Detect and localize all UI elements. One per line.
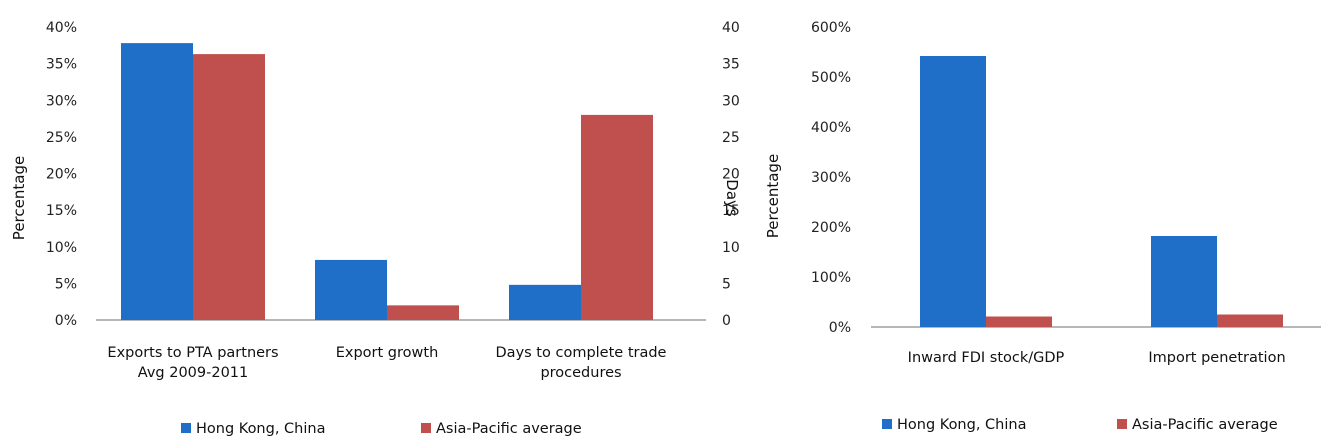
y-tick-label: 300% [811,170,851,186]
right-chart-categories: Inward FDI stock/GDP Import penetration [908,350,1286,366]
left-chart-legend: Hong Kong, China Asia-Pacific average [181,421,582,437]
y-tick-label: 500% [811,70,851,86]
y2-tick-label: 40 [722,20,740,36]
legend-label-hong-kong: Hong Kong, China [897,417,1026,433]
y2-tick-label: 5 [722,276,731,292]
y-tick-label: 200% [811,220,851,236]
y-tick-label: 600% [811,20,851,36]
bar-hong-kong-0 [920,56,986,327]
y-tick-label: 5% [55,276,77,292]
y2-tick-label: 25 [722,130,740,146]
bar-asia-pacific-1 [387,305,459,320]
legend-label-hong-kong: Hong Kong, China [196,421,325,437]
right-chart-y-ticks: 0% 100% 200% 300% 400% 500% 600% [811,20,851,336]
bar-asia-pacific-0 [193,54,265,320]
category-label: Exports to PTA partners [107,345,278,361]
legend-label-asia-pacific: Asia-Pacific average [1132,417,1278,433]
left-chart-y2-ticks: 0 5 10 15 20 25 30 35 40 [722,20,740,329]
y-tick-label: 400% [811,120,851,136]
legend-swatch-asia-pacific [1117,419,1127,429]
chart-right: 0% 100% 200% 300% 400% 500% 600% Percentage In… [764,20,1321,433]
category-label: procedures [540,365,621,381]
left-chart-categories: Exports to PTA partners Avg 2009-2011 Expo… [107,345,666,381]
chart-left: 0% 5% 10% 15% 20% 25% 30% 35% 40% 0 5 10 15 20 25 30 35… [10,20,741,437]
bar-hong-kong-0 [121,43,193,321]
bar-hong-kong-1 [315,259,387,320]
y-tick-label: 25% [46,130,77,146]
y-tick-label: 35% [46,57,77,73]
y-tick-label: 10% [46,240,77,256]
y-tick-label: 100% [811,270,851,286]
bar-asia-pacific-0 [986,316,1052,327]
bar-hong-kong-1 [1151,236,1217,327]
legend-swatch-asia-pacific [421,423,431,433]
category-label: Export growth [336,345,439,361]
y2-tick-label: 15 [722,203,740,219]
right-chart-bars [920,56,1283,327]
y2-tick-label: 10 [722,240,740,256]
left-chart-y-axis-label: Percentage [10,156,28,240]
category-label: Days to complete trade [496,345,667,361]
category-label: Inward FDI stock/GDP [908,350,1065,366]
bar-hong-kong-2 [509,284,581,320]
y2-tick-label: 0 [722,313,731,329]
y-tick-label: 20% [46,167,77,183]
y2-tick-label: 20 [722,167,740,183]
category-label: Avg 2009-2011 [138,365,249,381]
legend-label-asia-pacific: Asia-Pacific average [436,421,582,437]
right-chart-y-axis-label: Percentage [764,154,782,238]
y-tick-label: 0% [55,313,77,329]
y-tick-label: 0% [829,320,851,336]
legend-swatch-hong-kong [181,423,191,433]
y2-tick-label: 30 [722,93,740,109]
y2-tick-label: 35 [722,57,740,73]
legend-swatch-hong-kong [882,419,892,429]
left-chart-y2-axis-label: Days [723,179,741,217]
left-chart-y-ticks: 0% 5% 10% 15% 20% 25% 30% 35% 40% [46,20,77,329]
right-chart-legend: Hong Kong, China Asia-Pacific average [882,417,1278,433]
bar-asia-pacific-1 [1217,314,1283,327]
category-label: Import penetration [1148,350,1285,366]
bar-asia-pacific-2 [581,114,653,321]
y-tick-label: 30% [46,93,77,109]
y-tick-label: 40% [46,20,77,36]
left-chart-bars [121,43,653,321]
y-tick-label: 15% [46,203,77,219]
